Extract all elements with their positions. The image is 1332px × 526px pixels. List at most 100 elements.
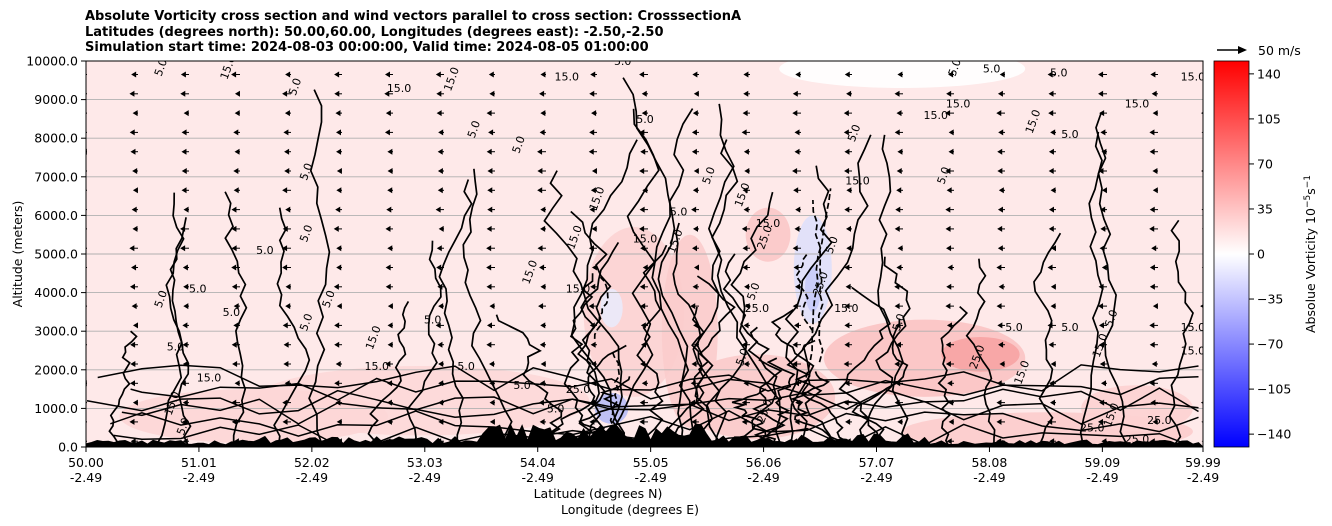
contour-label: 5.0 — [256, 244, 274, 257]
wind-vector-arrow — [1048, 90, 1054, 97]
contour-line — [154, 192, 185, 447]
wind-vector-arrow — [1048, 168, 1054, 175]
y-tick-label: 7000.0 — [34, 169, 78, 184]
wind-vector-arrow — [642, 264, 648, 271]
wind-vector-arrow — [436, 245, 442, 252]
wind-vector-arrow — [86, 418, 87, 425]
wind-vector-arrow — [1098, 303, 1104, 310]
wind-vector-arrow — [588, 303, 594, 310]
contour-label: 5.0 — [457, 360, 475, 373]
wind-vector-arrow — [743, 361, 749, 368]
wind-vector-arrow — [539, 418, 545, 425]
wind-vector-arrow — [129, 283, 135, 290]
vorticity-patch — [745, 207, 791, 262]
colorbar-tick-label: 140 — [1257, 66, 1281, 81]
wind-vector-arrow — [132, 225, 138, 232]
x-tick-label-lon: -2.49 — [1086, 470, 1118, 485]
wind-vector-arrow — [538, 303, 544, 310]
wind-vector-arrow — [1047, 418, 1053, 425]
wind-vector-arrow — [130, 148, 136, 155]
wind-vector-arrow — [1047, 322, 1053, 329]
contour-line — [1168, 219, 1194, 447]
wind-vector-arrow — [1150, 71, 1156, 78]
wind-vector-arrow — [640, 322, 646, 329]
wind-vector-arrow — [540, 283, 546, 290]
wind-vector-arrow — [182, 341, 188, 348]
wind-vector-arrow — [641, 90, 647, 97]
wind-vector-arrow — [132, 187, 138, 194]
wind-vector-arrow — [690, 399, 696, 406]
contour-label: 15.0 — [946, 97, 971, 110]
wind-vector-arrow — [999, 361, 1005, 368]
wind-vector-arrow — [285, 206, 291, 213]
wind-vector-arrow — [998, 187, 1004, 194]
colorbar-label-exp2: −1 — [1303, 175, 1313, 188]
wind-vector-arrow — [996, 264, 1002, 271]
x-tick-label-lon: -2.49 — [70, 470, 102, 485]
contour-line — [1095, 112, 1129, 447]
contour-line — [438, 179, 473, 447]
wind-vector-arrow — [639, 399, 645, 406]
wind-vector-arrow — [486, 148, 492, 155]
wind-vector-arrow — [895, 206, 901, 213]
wind-vector-arrow — [894, 129, 900, 136]
contour-label: 5.0 — [845, 123, 863, 144]
wind-vector-arrow — [1149, 206, 1155, 213]
colorbar-ticks: 140 105 70 35 0 −35 −70 −105 −140 — [1249, 66, 1291, 442]
wind-vector-arrow — [132, 110, 138, 117]
wind-vector-arrow — [795, 399, 801, 406]
contour-line — [672, 222, 724, 447]
x-tick-label-lat: 59.99 — [1185, 455, 1221, 470]
wind-vector-arrow — [1098, 322, 1104, 329]
contour-label: 5.0 — [167, 341, 185, 354]
wind-vector-arrow — [334, 380, 340, 387]
contour-line — [121, 398, 1199, 425]
contour-line — [570, 139, 638, 447]
wind-vector-arrow — [590, 283, 596, 290]
wind-vector-arrow — [78, 322, 83, 328]
wind-vector-arrow — [997, 206, 1003, 213]
wind-vector-arrow — [79, 187, 84, 193]
contour-label: 15.0 — [387, 82, 412, 95]
wind-vector-arrow — [743, 380, 749, 387]
contour-line — [1033, 232, 1062, 447]
wind-vector-arrow — [589, 129, 595, 136]
wind-vector-arrow — [438, 361, 444, 368]
contour-label: 5.0 — [174, 416, 192, 437]
wind-vector-arrow — [385, 110, 391, 117]
contour-line — [537, 344, 627, 447]
wind-vector-arrow — [1151, 90, 1157, 97]
wind-vector-arrow — [1149, 341, 1155, 348]
wind-vector-arrow — [129, 245, 135, 252]
wind-vector-arrow — [1100, 225, 1106, 232]
wind-vector-arrow — [539, 90, 545, 97]
contour-line — [495, 314, 563, 447]
wind-vector-arrow — [998, 341, 1004, 348]
colorbar-tick-label: −105 — [1257, 382, 1291, 397]
wind-vector-arrow — [946, 283, 952, 290]
wind-vector-arrow — [693, 322, 699, 329]
wind-vector-arrow — [335, 206, 341, 213]
vorticity-patch — [600, 288, 623, 328]
contour-label: 15.0 — [197, 371, 222, 384]
wind-vector-arrow — [487, 168, 493, 175]
wind-vector-arrow — [183, 283, 189, 290]
wind-vector-arrow — [283, 361, 289, 368]
contour-line — [965, 258, 996, 447]
wind-vector-arrow — [387, 245, 393, 252]
wind-vector-arrow — [540, 361, 546, 368]
wind-vector-arrow — [997, 322, 1003, 329]
y-tick-label: 0.0 — [58, 440, 78, 455]
wind-vector-arrow — [1098, 168, 1104, 175]
wind-vector-arrow — [79, 361, 84, 367]
wind-vector-arrow — [947, 264, 953, 271]
wind-vector-arrow — [537, 245, 543, 252]
contour-line — [110, 409, 1199, 437]
wind-vector-arrow — [336, 187, 342, 194]
wind-vector-arrow — [793, 380, 799, 387]
wind-vector-arrow — [640, 361, 646, 368]
contour-label: 5.0 — [946, 57, 964, 78]
wind-vector-arrow — [233, 168, 239, 175]
contour-line — [86, 387, 1199, 415]
wind-vector-arrow — [1098, 71, 1104, 78]
